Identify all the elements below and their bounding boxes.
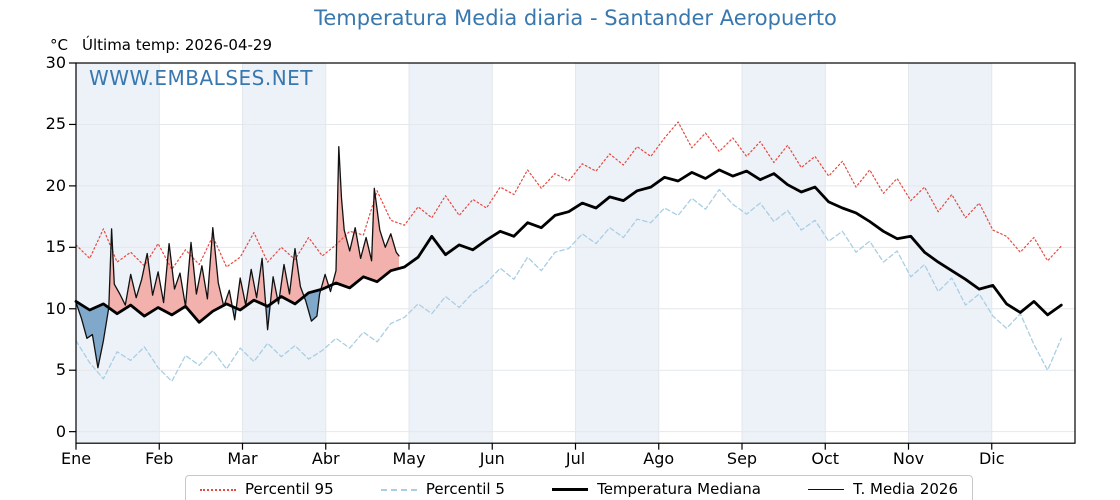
x-tick-label: Oct — [811, 449, 840, 468]
y-tick-label: 5 — [55, 360, 66, 380]
y-tick-label: 15 — [45, 237, 66, 257]
watermark: WWW.EMBALSES.NET — [89, 66, 314, 90]
x-tick-label: Feb — [145, 449, 174, 468]
t-media-2026-line-sample — [808, 489, 845, 490]
legend-label: T. Media 2026 — [853, 480, 958, 498]
x-tick-label: May — [392, 449, 426, 468]
x-tick-label: Mar — [227, 449, 258, 468]
y-axis-unit-label: °C — [50, 36, 68, 54]
x-tick-label: Sep — [726, 449, 758, 468]
y-tick-label: 0 — [55, 421, 66, 441]
y-tick-label: 25 — [45, 114, 66, 134]
y-tick-label: 20 — [45, 175, 66, 195]
x-tick-label: Jun — [479, 449, 505, 468]
chart-legend: Percentil 95 Percentil 5 Temperatura Med… — [185, 475, 973, 500]
legend-item-temperatura-mediana: Temperatura Mediana — [552, 481, 761, 498]
x-tick-label: Ago — [643, 449, 675, 468]
x-tick-label: Abr — [311, 449, 340, 468]
y-tick-label: 30 — [45, 53, 66, 72]
legend-label: Percentil 5 — [425, 480, 505, 498]
legend-item-percentil-95: Percentil 95 — [200, 481, 334, 498]
percentil-95-line-sample — [200, 488, 236, 491]
percentil-5-line-sample — [380, 488, 417, 491]
x-tick-label: Ene — [60, 449, 92, 468]
last-temp-label: Última temp: 2026-04-29 — [82, 36, 273, 54]
y-tick-label: 10 — [45, 298, 66, 318]
x-tick-label: Nov — [892, 449, 925, 468]
temperatura-mediana-line-sample — [552, 488, 589, 491]
x-tick-label: Dic — [978, 449, 1005, 468]
legend-item-percentil-5: Percentil 5 — [380, 480, 505, 498]
x-tick-label: Jul — [565, 449, 586, 468]
page-title: Temperatura Media diaria - Santander Aer… — [314, 6, 837, 30]
legend-item-t-media-2026: T. Media 2026 — [808, 481, 958, 498]
legend-label: Percentil 95 — [245, 480, 334, 498]
legend-label: Temperatura Mediana — [597, 480, 761, 498]
